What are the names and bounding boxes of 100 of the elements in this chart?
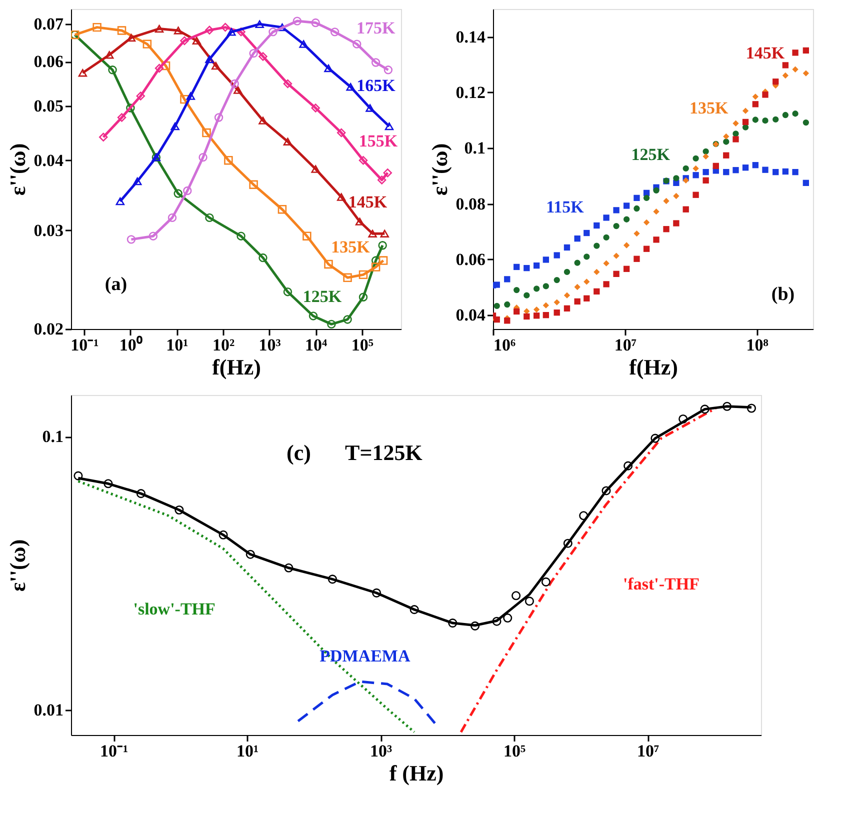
point xyxy=(782,112,789,118)
point xyxy=(732,167,739,174)
point xyxy=(613,222,620,230)
point xyxy=(542,283,550,290)
point xyxy=(514,308,520,315)
point xyxy=(494,302,500,309)
point xyxy=(603,234,610,241)
point xyxy=(634,230,640,237)
point xyxy=(792,110,798,117)
point xyxy=(564,305,570,312)
point xyxy=(494,282,500,288)
point xyxy=(643,246,650,252)
point xyxy=(772,168,779,176)
y-axis-title: ε''(ω) xyxy=(426,143,452,196)
point xyxy=(564,268,570,276)
point xyxy=(682,165,689,172)
y-tick-label: 0.12 xyxy=(456,82,486,102)
x-tick-label: 10⁵ xyxy=(351,336,374,354)
point xyxy=(702,148,709,155)
point xyxy=(514,264,520,270)
x-tick-label: 10¹ xyxy=(236,742,259,760)
point xyxy=(782,72,789,79)
point xyxy=(732,136,739,142)
series-label: 135K xyxy=(689,98,729,118)
point xyxy=(673,175,680,182)
y-tick-label: 0.1 xyxy=(42,427,64,446)
x-axis-title: f(Hz) xyxy=(629,354,678,380)
point xyxy=(692,192,699,198)
x-tick-label: 10⁻¹ xyxy=(100,742,128,760)
y-tick-label: 0.05 xyxy=(34,96,64,116)
point xyxy=(584,254,590,260)
point xyxy=(723,168,730,176)
series-label: 145K xyxy=(746,44,786,63)
point xyxy=(504,301,510,308)
point xyxy=(762,92,768,98)
series-label: 125K xyxy=(302,286,342,306)
point xyxy=(594,268,600,276)
x-tick-label: 10⁸ xyxy=(746,336,768,354)
point xyxy=(742,108,749,114)
x-axis-title: f(Hz) xyxy=(212,354,261,380)
point xyxy=(712,162,719,170)
point xyxy=(673,192,680,200)
point xyxy=(542,256,550,263)
x-tick-label: 10⁶ xyxy=(494,336,516,354)
x-tick-label: 10⁷ xyxy=(637,742,660,760)
point xyxy=(792,168,798,176)
point xyxy=(554,252,560,258)
annotation: (b) xyxy=(771,284,795,305)
y-tick-label: 0.04 xyxy=(456,306,486,325)
point xyxy=(524,292,530,298)
y-tick-label: 0.03 xyxy=(34,220,64,240)
point xyxy=(723,133,730,140)
point xyxy=(692,165,699,172)
point xyxy=(603,214,610,221)
y-tick-label: 0.08 xyxy=(456,194,486,214)
series-label: 145K xyxy=(348,192,388,212)
point xyxy=(554,310,560,316)
point xyxy=(524,264,530,272)
point xyxy=(732,130,739,137)
point xyxy=(564,244,570,251)
point xyxy=(792,66,798,72)
y-tick-label: 0.06 xyxy=(34,52,64,72)
point xyxy=(574,298,580,305)
point xyxy=(692,172,699,178)
x-tick-label: 10⁷ xyxy=(614,336,636,354)
point xyxy=(772,116,779,123)
point xyxy=(554,299,560,306)
y-axis-title: ε''(ω) xyxy=(4,143,30,196)
point xyxy=(613,270,620,277)
point xyxy=(742,118,749,126)
point xyxy=(772,78,779,85)
point xyxy=(524,313,530,320)
x-tick-label: 10⁴ xyxy=(305,336,328,354)
point xyxy=(752,116,758,123)
point xyxy=(732,120,739,126)
point xyxy=(802,47,810,54)
y-tick-label: 0.1 xyxy=(464,138,486,158)
point xyxy=(494,316,500,323)
point xyxy=(702,153,709,160)
y-tick-label: 0.01 xyxy=(34,700,64,720)
x-tick-label: 10⁰ xyxy=(119,336,142,354)
x-tick-label: 10¹ xyxy=(166,336,188,354)
point xyxy=(603,260,610,266)
point xyxy=(594,242,600,249)
series-label: 135K xyxy=(331,238,371,257)
point xyxy=(752,162,758,168)
point xyxy=(782,168,789,175)
point xyxy=(634,205,640,212)
x-axis-title: f (Hz) xyxy=(389,760,444,786)
series-label: 115K xyxy=(546,197,585,216)
point xyxy=(584,230,590,236)
point xyxy=(742,124,749,130)
point xyxy=(762,166,768,173)
point xyxy=(742,164,749,171)
point xyxy=(564,292,570,298)
point xyxy=(514,286,520,294)
point xyxy=(702,177,709,184)
point xyxy=(782,62,789,68)
point xyxy=(623,242,630,248)
point xyxy=(594,288,600,295)
